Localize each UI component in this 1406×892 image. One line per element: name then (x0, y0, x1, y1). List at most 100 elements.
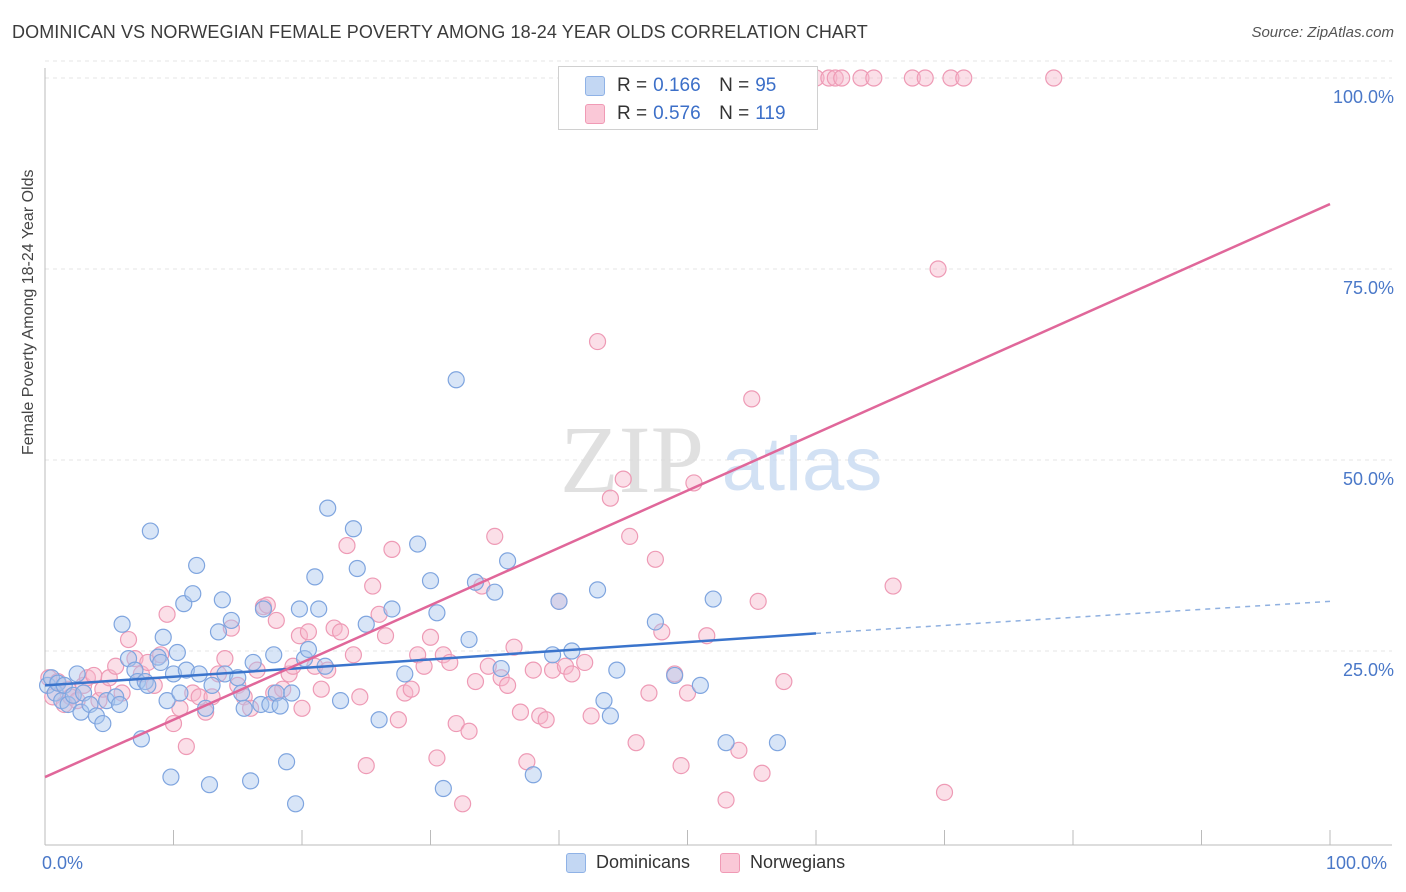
norwegian-point (537, 711, 555, 729)
norwegian-point (563, 665, 581, 683)
y-axis-label: Female Poverty Among 18-24 Year Olds (20, 169, 37, 456)
dominican-point (242, 772, 260, 790)
dominican-point (704, 590, 722, 608)
norwegian-point (479, 657, 497, 675)
dominican-point (254, 600, 273, 618)
norwegian-point (884, 577, 902, 595)
norwegian-point (486, 527, 504, 546)
norwegian-point (383, 540, 401, 558)
y-tick-50: 50.0% (1342, 469, 1394, 489)
dominican-point (283, 684, 301, 702)
dominican-point (168, 643, 186, 662)
norwegian-point (627, 734, 645, 752)
dominican-point (94, 714, 112, 733)
trendline-dominicans (44, 632, 817, 687)
norwegian-point (107, 657, 125, 675)
dominican-point (344, 520, 362, 538)
norwegian-point (376, 627, 395, 645)
norwegian-point (454, 795, 472, 813)
dominican-point (203, 676, 221, 694)
norwegian-point (460, 722, 478, 740)
norwegian-point (344, 646, 362, 664)
dominican-point (421, 572, 440, 590)
legend-item-dominicans[interactable]: Dominicans (566, 852, 690, 873)
norwegian-point (242, 699, 260, 717)
dominican-point (543, 646, 562, 664)
norwegian-point (364, 577, 382, 595)
legend-n-value: 119 (755, 103, 786, 124)
norwegian-point (139, 653, 157, 672)
dominican-point (310, 600, 328, 618)
dominican-point (492, 659, 510, 678)
norwegian-point (753, 764, 771, 782)
dominican-point (244, 653, 262, 672)
trendline-norwegians (44, 202, 1331, 779)
dominican-point (152, 653, 170, 672)
norwegian-point (820, 69, 838, 87)
dominican-point (428, 604, 446, 622)
dominican-point (595, 692, 613, 710)
y-tick-100: 100.0% (1332, 87, 1394, 107)
source-label: Source: ZipAtlas.com (1251, 24, 1394, 41)
norwegian-point (505, 638, 523, 656)
dominican-point (200, 776, 219, 794)
legend-label-norwegians: Norwegians (750, 852, 846, 872)
norwegian-point (402, 680, 420, 698)
norwegian-point (119, 630, 138, 649)
norwegian-point (582, 707, 600, 725)
dominican-point (319, 499, 337, 517)
norwegian-point (370, 605, 388, 623)
norwegian-point (955, 69, 973, 87)
dominican-point (601, 707, 620, 725)
dominican-point (646, 613, 664, 631)
norwegian-point (524, 661, 542, 679)
norwegian-point (415, 657, 433, 675)
norwegian-point (775, 672, 793, 691)
norwegian-point (935, 783, 954, 801)
norwegian-point (299, 623, 318, 641)
norwegian-point (833, 69, 851, 87)
norwegian-point (588, 332, 607, 351)
norwegian-point (653, 623, 671, 641)
legend-swatch-dominicans (585, 76, 605, 96)
legend-item-norwegians[interactable]: Norwegians (720, 852, 845, 873)
dominican-point (154, 628, 172, 646)
norwegian-point (678, 684, 697, 702)
dominican-point (409, 535, 427, 553)
legend-swatch-norwegians (720, 852, 741, 873)
dominican-point (331, 692, 350, 710)
dominican-point (299, 640, 318, 659)
norwegian-point (511, 703, 530, 721)
legend-swatch-norwegians (585, 104, 605, 124)
legend-r-value: 0.576 (653, 103, 701, 124)
x-tick-0: 0.0% (42, 853, 84, 873)
watermark-zip: ZIP (560, 406, 704, 513)
dominican-point (306, 568, 324, 586)
dominican-point (608, 661, 626, 679)
legend-n-label: N = (719, 103, 750, 124)
dominican-point (171, 684, 189, 702)
dominican-point (290, 600, 309, 618)
norwegian-point (826, 69, 844, 87)
series-legend: Dominicans Norwegians (566, 852, 875, 873)
dominican-point (222, 611, 240, 630)
legend-swatch-dominicans (566, 852, 586, 873)
dominican-point (447, 371, 465, 389)
grid (45, 60, 1392, 652)
dominican-point (277, 753, 296, 771)
norwegian-point (466, 672, 485, 691)
norwegian-point (290, 627, 309, 645)
dominican-point (98, 692, 116, 710)
dominican-point (162, 768, 180, 786)
dominican-point (235, 699, 253, 717)
norwegian-point (389, 711, 407, 729)
norwegian-point (601, 489, 620, 507)
y-tick-25: 25.0% (1342, 660, 1394, 680)
norwegian-point (331, 623, 350, 641)
dominican-point (252, 695, 270, 714)
dominican-point (64, 686, 82, 704)
dominican-point (188, 556, 206, 575)
dominican-point (588, 581, 607, 599)
norwegian-point (942, 69, 960, 87)
legend-r-label: R = (617, 103, 648, 124)
